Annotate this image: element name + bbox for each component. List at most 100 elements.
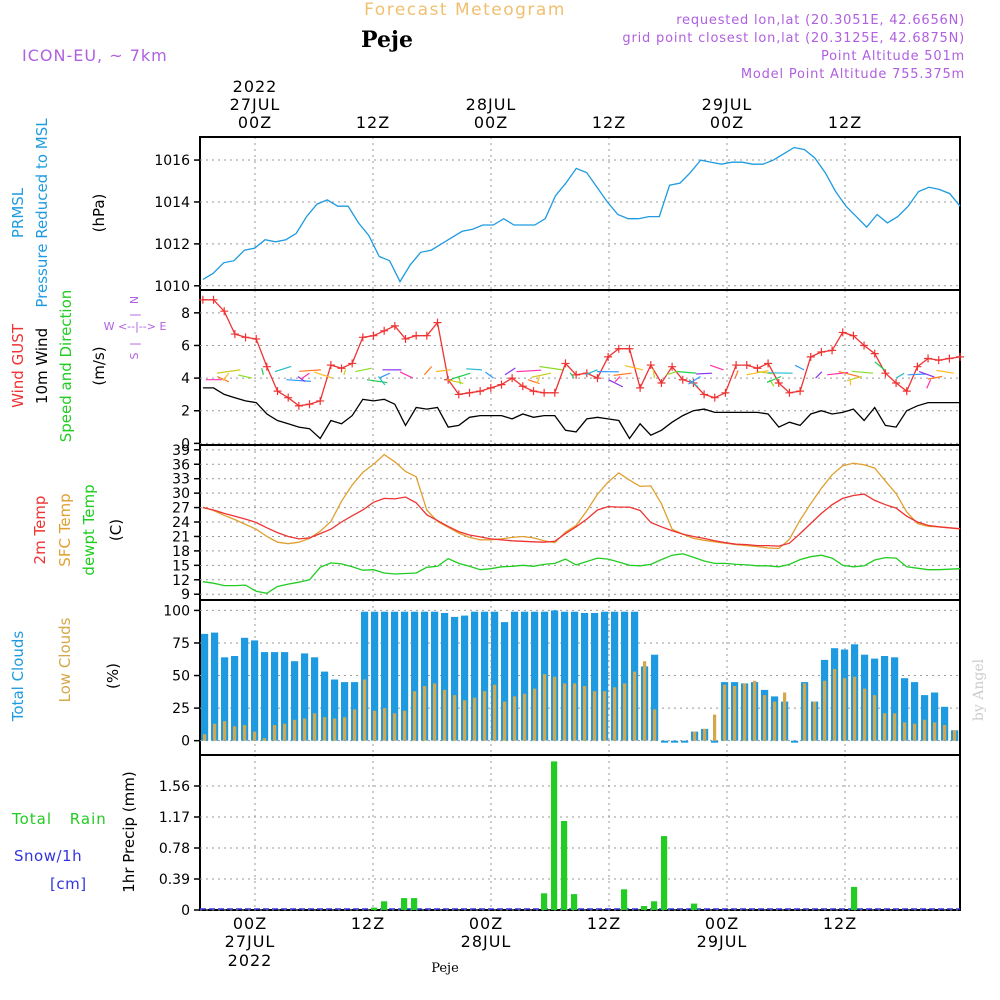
total-cloud-bar (501, 622, 509, 741)
pressure-tick-label-3: 1016 (154, 153, 190, 169)
pressure-tick-label-0: 1010 (154, 279, 190, 295)
temp-label-unit: (C) (107, 519, 125, 541)
low-cloud-bar (773, 701, 777, 741)
top-hour-label-4: 00Z (710, 113, 744, 132)
gust-marker (572, 370, 581, 379)
wind-arrow (849, 379, 852, 386)
gust-marker (262, 362, 271, 371)
pressure-label-unit: (hPa) (90, 194, 108, 233)
location-title: Peje (361, 27, 413, 53)
low-cloud-bar (553, 676, 557, 741)
gust-marker (646, 361, 655, 370)
low-cloud-bar (523, 693, 527, 741)
total-cloud-bar (461, 615, 469, 741)
low-cloud-bar (733, 686, 737, 741)
gust-marker (198, 295, 207, 304)
top-hour-label-5: 12Z (828, 113, 862, 132)
low-cloud-bar (503, 701, 507, 741)
low-cloud-bar (623, 683, 627, 741)
gust-marker (369, 331, 378, 340)
low-cloud-bar (203, 734, 207, 741)
low-cloud-bar (533, 688, 537, 741)
precip-plot (200, 761, 960, 910)
total-cloud-bar (891, 657, 899, 741)
wind-tick-label-4: 8 (181, 306, 190, 322)
gust-marker (476, 387, 485, 396)
precip-tick-label-2: 0.78 (159, 841, 190, 857)
wind-arrow (927, 375, 943, 380)
wind-arrow (907, 373, 927, 376)
total-cloud-bar (311, 657, 319, 741)
wind-arrow (838, 371, 860, 378)
rain-bar (571, 894, 578, 910)
gust-marker (668, 362, 677, 371)
wind-arrow (734, 370, 739, 379)
gust-marker (657, 379, 666, 387)
cloud-tick-label-3: 75 (172, 636, 190, 652)
wind-label-dir: Speed and Direction (57, 290, 75, 443)
low-cloud-bar (493, 684, 497, 741)
wind-arrow (485, 371, 494, 379)
temp-tick-label-1: 12 (172, 573, 190, 589)
wind-arrow (569, 372, 575, 379)
wind-label-unit: (m/s) (90, 346, 108, 385)
compass-north: N (128, 296, 141, 304)
precip-tick-label-0: 0 (181, 903, 190, 919)
low-cloud-bar (263, 738, 267, 741)
gust-marker (401, 334, 410, 343)
low-cloud-bar (603, 691, 607, 741)
wind-arrow (624, 365, 644, 371)
pressure-label-prmsl: PRMSL (9, 187, 27, 238)
wind-arrow (815, 371, 823, 379)
compass-south: S (128, 352, 141, 359)
wind-arrow (758, 371, 773, 375)
total-cloud-bar (221, 657, 229, 741)
wind-arrow (926, 379, 932, 389)
low-cloud-bar (373, 710, 377, 741)
wind-arrow (466, 368, 483, 371)
low-cloud-bar (283, 723, 287, 741)
rain-bar (371, 907, 378, 910)
gust-marker (817, 348, 826, 356)
rain-bar (641, 906, 648, 910)
wind-speed-line (202, 387, 961, 440)
wind-tick-label-2: 4 (181, 371, 190, 387)
total-cloud-bar (611, 611, 619, 741)
wind-tick-label-0: 0 (181, 436, 190, 452)
low-cloud-bar (333, 718, 337, 741)
wind-arrow (313, 371, 333, 379)
temp-tick-label-0: 9 (181, 587, 190, 603)
low-cloud-bar (243, 725, 247, 741)
wind-arrow (895, 372, 905, 379)
cloud-plot (201, 610, 959, 743)
top-hour-label-1: 12Z (356, 113, 390, 132)
gust-marker (518, 382, 527, 391)
gust-marker (838, 328, 847, 337)
total-cloud-bar (941, 706, 949, 741)
wind-arrow (343, 369, 347, 375)
gust-marker (753, 364, 762, 373)
total-cloud-bar (621, 611, 629, 741)
low-cloud-bar (273, 725, 277, 741)
gust-marker (294, 401, 303, 410)
total-cloud-bar (251, 640, 259, 741)
rain-bar (691, 903, 698, 910)
gust-marker (273, 387, 282, 396)
total-cloud-bar (901, 678, 909, 741)
low-cloud-bar (453, 695, 457, 741)
wind-arrow (709, 364, 724, 371)
total-cloud-bar (291, 661, 299, 741)
wind-arrow (585, 369, 598, 376)
low-cloud-bar (703, 728, 707, 741)
precip-tick-label-3: 1.17 (159, 810, 190, 826)
pressure-label-desc: Pressure Reduced to MSL (33, 118, 51, 308)
low-cloud-bar (573, 683, 577, 741)
low-cloud-bar (743, 683, 747, 741)
footer-location: Peje (431, 961, 459, 976)
low-cloud-bar (213, 723, 217, 741)
gust-marker (774, 379, 783, 387)
gust-marker (785, 388, 794, 397)
total-cloud-bar (451, 616, 459, 741)
